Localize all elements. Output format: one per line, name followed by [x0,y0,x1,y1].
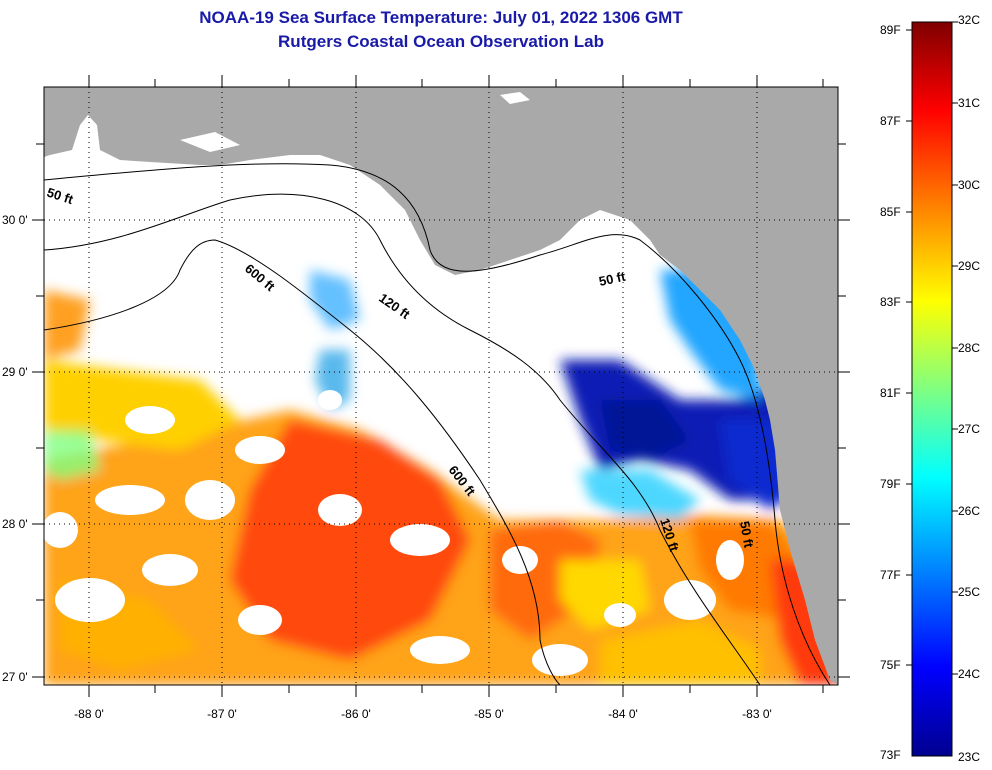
colorbar-ticks [906,21,958,675]
depth-contours [44,163,831,685]
lon-label: -88 0' [74,707,104,721]
colorbar-f-label: 75F [880,658,901,672]
colorbar-f-label: 77F [880,568,901,582]
map-frame [43,86,839,686]
colorbar-c-label: 23C [958,750,981,764]
colorbar-f-label: 79F [880,477,901,491]
lon-label: -87 0' [207,707,237,721]
lat-label: 28 0' [2,517,28,531]
title-line-2: Rutgers Coastal Ocean Observation Lab [278,32,604,51]
lake [500,92,530,104]
colorbar-c-label: 32C [958,13,981,27]
colorbar-f-label: 81F [880,386,901,400]
colorbar-c-label: 27C [958,422,981,436]
colorbar-f-label: 89F [880,23,901,37]
contour-label: 50 ft [598,269,628,289]
colorbar-c-label: 24C [958,667,981,681]
colorbar-c-label: 31C [958,96,981,110]
cloud-gaps [44,390,744,676]
colorbar-f-label: 85F [880,205,901,219]
colorbar-c-label: 29C [958,259,981,273]
lon-label: -83 0' [742,707,772,721]
lon-label: -86 0' [341,707,371,721]
lon-label: -85 0' [474,707,504,721]
colorbar-c-label: 25C [958,585,981,599]
colorbar-c-label: 28C [958,341,981,355]
colorbar-f-label: 73F [880,748,901,762]
colorbar-f-label: 87F [880,114,901,128]
lat-label: 30 0' [2,213,28,227]
colorbar-c-label: 26C [958,504,981,518]
lon-label: -84 0' [608,707,638,721]
bay [180,132,240,152]
colorbar [911,21,953,757]
land-mass [44,87,838,685]
title-line-1: NOAA-19 Sea Surface Temperature: July 01… [199,8,683,27]
colorbar-c-label: 30C [958,178,981,192]
lat-label: 27 0' [2,670,28,684]
lat-label: 29 0' [2,365,28,379]
colorbar-f-label: 83F [880,295,901,309]
contour-label: 50 ft [737,520,757,550]
axis-ticks [32,75,850,697]
